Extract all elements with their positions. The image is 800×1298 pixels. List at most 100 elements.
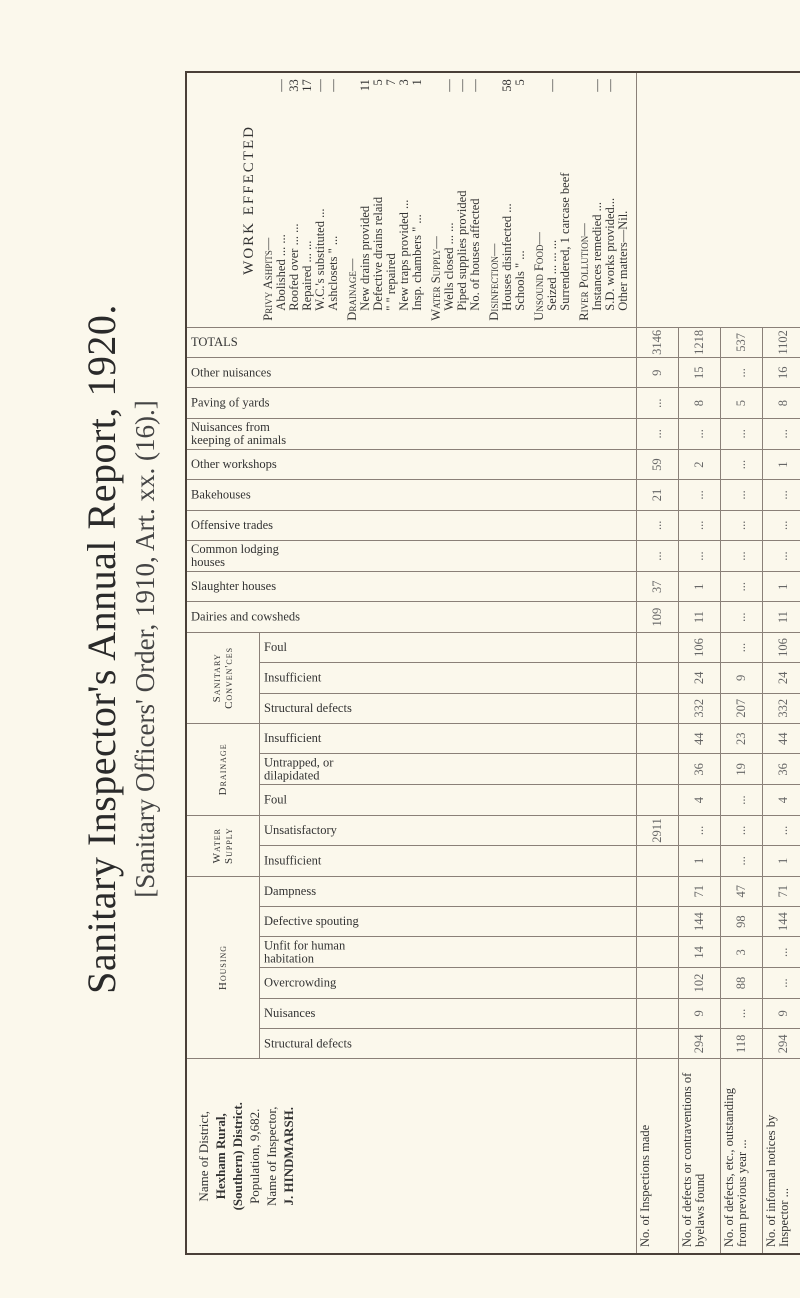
district-name-label: Name of District,	[196, 1110, 211, 1202]
column-header-label: TOTALS	[191, 334, 238, 349]
table-cell	[636, 845, 679, 877]
table-cell: 4	[678, 784, 721, 816]
column-header: Bakehouses	[186, 479, 637, 511]
column-header-label: Paving of yards	[191, 395, 270, 410]
column-header: Offensive trades	[186, 510, 637, 541]
work-item: Surrendered, 1 carcase beef	[558, 79, 572, 321]
table-cell: ...	[762, 540, 800, 572]
column-header: Structural defects	[259, 1028, 637, 1059]
table-cell: ...	[636, 510, 679, 541]
work-item: No. of houses affected —	[468, 79, 482, 321]
table-cell: 102	[678, 967, 721, 999]
row-label: No. of defects, etc., outstanding from p…	[720, 1059, 763, 1254]
column-header: Dampness	[259, 876, 637, 907]
district-population: Population, 9,682.	[247, 1108, 262, 1204]
table-cell: 4	[762, 784, 800, 816]
table-cell: ...	[762, 510, 800, 541]
table-cell: 88	[720, 967, 763, 999]
table-cell: 47	[720, 876, 763, 907]
column-header: Defective spouting	[259, 906, 637, 937]
table-cell: 11	[678, 601, 721, 633]
work-section: Privy Ashpits— Abolished ... ... — Roofed o…	[261, 79, 340, 321]
district-name2: (Southern) District.	[230, 1102, 245, 1211]
column-header-label: Dampness	[263, 883, 316, 898]
table-cell	[636, 662, 679, 694]
table-cell: 44	[678, 723, 721, 754]
table-cell: 8	[678, 387, 721, 419]
table-cell: 118	[720, 1028, 763, 1059]
column-header: Unfit for human habitation	[259, 936, 637, 968]
table-cell: 1	[762, 845, 800, 877]
column-group-header: Sanitary Conven'ces	[186, 632, 260, 724]
table-cell: ...	[762, 815, 800, 846]
column-header-label: Insufficient	[263, 670, 322, 685]
work-section: River Pollution— Instances remedied ... — S…	[577, 79, 630, 321]
table-cell: 9	[636, 357, 679, 388]
table-cell: ...	[762, 479, 800, 511]
column-header: Insufficient	[259, 662, 637, 694]
table-cell: 332	[762, 693, 800, 724]
column-header-label: Other workshops	[191, 457, 277, 472]
column-header: Insufficient	[259, 845, 637, 877]
table-cell: ...	[720, 571, 763, 602]
table-row: No. of Inspections made 2911 109 37...... 21…	[636, 72, 679, 1254]
column-header-label: Unsatisfactory	[263, 822, 337, 837]
table-cell: ...	[720, 601, 763, 633]
table-cell: 44	[762, 723, 800, 754]
table-cell	[636, 1028, 679, 1059]
work-item: Schools " ... 5	[513, 79, 527, 321]
table-cell: ...	[720, 418, 763, 450]
work-item-label: No. of houses affected	[468, 198, 482, 311]
table-cell: 1	[762, 449, 800, 480]
table-cell: 23	[720, 723, 763, 754]
work-section: Unsound Food— Seized ... ... ... — Surrende…	[532, 79, 572, 321]
table-cell: ...	[720, 510, 763, 541]
table-cell: 37	[636, 571, 679, 602]
table-cell: 109	[636, 601, 679, 633]
column-header-label: Overcrowding	[263, 975, 337, 990]
column-header: Unsatisfactory	[259, 815, 637, 846]
table-cell	[636, 967, 679, 999]
table-cell: 1218	[678, 327, 721, 358]
table-cell: 106	[678, 632, 721, 663]
table-cell: 71	[678, 876, 721, 907]
table-cell: 71	[762, 876, 800, 907]
table-cell: ...	[636, 387, 679, 419]
column-group-header: Drainage	[186, 723, 260, 816]
column-header: Other nuisances	[186, 357, 637, 388]
work-item-value: —	[326, 79, 340, 92]
table-row: No. of defects, etc., outstanding from p…	[720, 72, 763, 1254]
column-header: Common lodging houses	[186, 540, 637, 572]
table-cell: 36	[678, 753, 721, 785]
column-header-label: Slaughter houses	[191, 579, 277, 594]
column-header-label: Nuisances from keeping of animals	[191, 419, 287, 447]
work-section: Disinfection— Houses disinfected ... 58 Sch…	[487, 79, 527, 321]
district-name: Hexham Rural,	[213, 1113, 228, 1200]
column-header-label: Defective spouting	[263, 914, 359, 929]
work-item-value: —	[545, 79, 559, 92]
work-item-value: —	[603, 79, 617, 92]
table-cell	[636, 784, 679, 816]
column-group-header: Housing	[186, 876, 260, 1059]
table-cell: ...	[678, 510, 721, 541]
table-cell	[636, 906, 679, 937]
table-cell	[636, 693, 679, 724]
column-group-header: Water Supply	[186, 815, 260, 877]
table-cell: 21	[636, 479, 679, 511]
column-header: Overcrowding	[259, 967, 637, 999]
table-cell: 1	[762, 571, 800, 602]
table-cell: 2911	[636, 815, 679, 846]
column-header-label: Foul	[263, 792, 287, 807]
table-cell: ...	[678, 815, 721, 846]
column-header-label: Structural defects	[263, 1036, 352, 1051]
table-cell: 9	[678, 998, 721, 1029]
row-label: No. of defects or contraventions of byel…	[678, 1059, 721, 1254]
work-item-value: 5	[513, 79, 527, 86]
table-cell: 9	[720, 662, 763, 694]
column-header-label: Nuisances	[263, 1005, 316, 1020]
work-item: Ashclosets " ... —	[326, 79, 340, 321]
work-item-label: Other matters—Nil.	[616, 210, 630, 311]
district-inspector: J. HINDMARSH.	[281, 1106, 296, 1206]
column-header-label: Foul	[263, 640, 287, 655]
